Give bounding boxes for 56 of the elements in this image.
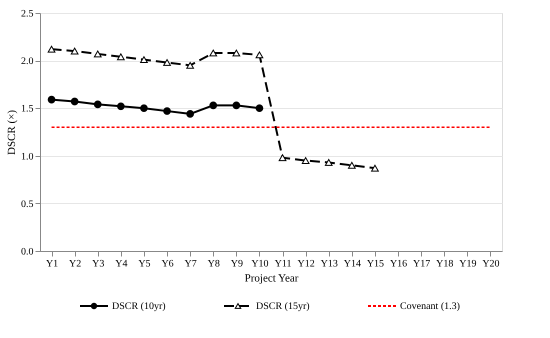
y-axis-title: DSCR (×) <box>6 110 18 156</box>
point <box>116 102 125 110</box>
point <box>163 59 171 66</box>
point <box>302 157 310 164</box>
x-tick-label: Y13 <box>320 258 338 270</box>
point <box>324 159 333 166</box>
legend-label: DSCR (15yr) <box>256 301 310 312</box>
x-tick-label: Y4 <box>115 258 128 270</box>
x-axis-title: Project Year <box>244 272 299 284</box>
legend-label: DSCR (10yr) <box>112 301 166 312</box>
point <box>256 51 264 58</box>
x-tick-label: Y7 <box>184 258 197 270</box>
x-tick-label: Y19 <box>459 258 476 270</box>
point <box>256 104 264 112</box>
point <box>186 110 194 118</box>
point <box>94 100 102 108</box>
point <box>232 50 240 56</box>
point <box>70 98 79 106</box>
y-tick-label: 0.5 <box>21 198 34 210</box>
legend-label: Covenant (1.3) <box>400 301 460 312</box>
point <box>116 53 125 60</box>
x-tick-label: Y18 <box>436 258 454 270</box>
y-tick-label: 1.5 <box>21 104 34 115</box>
point <box>140 56 148 64</box>
x-tick-label: Y10 <box>251 258 269 270</box>
x-tick-label: Y17 <box>413 258 430 270</box>
point <box>163 107 171 115</box>
point <box>348 162 356 169</box>
point <box>140 104 148 112</box>
y-tick-label: 2.0 <box>21 56 34 68</box>
x-tick-label: Y3 <box>92 258 104 270</box>
x-tick-label: Y14 <box>344 258 361 270</box>
x-tick-label: Y20 <box>482 258 500 270</box>
point <box>232 101 240 110</box>
point <box>371 164 379 172</box>
point <box>48 96 56 104</box>
x-tick-label: Y8 <box>208 258 220 270</box>
y-tick-label: 0.0 <box>21 246 34 258</box>
x-tick-label: Y16 <box>390 258 408 270</box>
point <box>94 50 102 58</box>
point <box>209 50 218 56</box>
point <box>70 48 79 54</box>
x-tick-label: Y9 <box>230 258 243 270</box>
y-tick-label: 1.0 <box>21 151 34 162</box>
x-tick-label: Y11 <box>274 258 292 270</box>
x-tick-label: Y1 <box>46 258 58 270</box>
point <box>186 62 194 69</box>
x-tick-label: Y6 <box>161 258 174 270</box>
x-tick-label: Y2 <box>69 258 82 270</box>
x-tick-label: Y12 <box>298 258 315 270</box>
point <box>209 101 218 110</box>
x-tick-label: Y15 <box>366 258 384 270</box>
y-tick-label: 2.5 <box>21 8 34 20</box>
point <box>278 154 286 162</box>
point <box>48 46 56 53</box>
x-tick-label: Y5 <box>138 258 151 270</box>
